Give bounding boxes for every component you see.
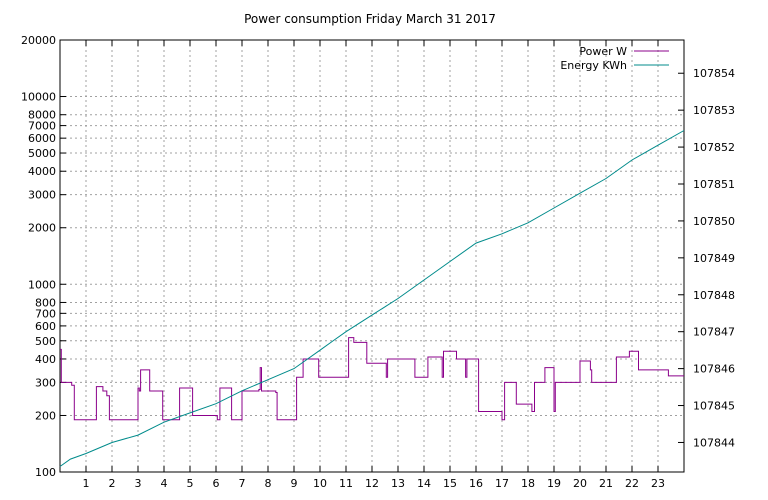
- y-right-tick-label: 107846: [693, 363, 735, 376]
- y-right-tick-label: 107845: [693, 400, 735, 413]
- x-tick-label: 17: [495, 477, 509, 490]
- y-right-tick-label: 107851: [693, 178, 735, 191]
- y-left-tick-label: 800: [35, 296, 56, 309]
- y-left-tick-label: 7000: [28, 120, 56, 133]
- y-right-tick-label: 107850: [693, 215, 735, 228]
- legend-label-energy-kwh: Energy KWh: [560, 59, 627, 72]
- x-tick-label: 6: [213, 477, 220, 490]
- x-tick-label: 12: [365, 477, 379, 490]
- legend-label-power-w: Power W: [579, 45, 627, 58]
- x-tick-label: 10: [313, 477, 327, 490]
- x-tick-label: 13: [391, 477, 405, 490]
- y-left-tick-label: 600: [35, 320, 56, 333]
- x-tick-label: 8: [265, 477, 272, 490]
- y-right-tick-label: 107854: [693, 67, 735, 80]
- y-left-tick-label: 300: [35, 376, 56, 389]
- x-tick-label: 5: [187, 477, 194, 490]
- x-tick-label: 15: [443, 477, 457, 490]
- x-tick-label: 18: [521, 477, 535, 490]
- y-left-tick-label: 700: [35, 307, 56, 320]
- x-tick-label: 23: [651, 477, 665, 490]
- x-tick-label: 21: [599, 477, 613, 490]
- y-left-tick-label: 200: [35, 409, 56, 422]
- series: [59, 130, 685, 467]
- y-left-tick-label: 1000: [28, 278, 56, 291]
- y-left-tick-label: 2000: [28, 222, 56, 235]
- y-left-tick-label: 3000: [28, 189, 56, 202]
- y-left-tick-label: 20000: [21, 34, 56, 47]
- grid: [60, 40, 684, 472]
- x-tick-label: 7: [239, 477, 246, 490]
- y-left-tick-label: 4000: [28, 165, 56, 178]
- x-tick-label: 1: [83, 477, 90, 490]
- x-tick-label: 3: [135, 477, 142, 490]
- x-tick-label: 4: [161, 477, 168, 490]
- x-tick-label: 11: [339, 477, 353, 490]
- x-tick-label: 14: [417, 477, 431, 490]
- x-tick-label: 2: [109, 477, 116, 490]
- x-tick-label: 20: [573, 477, 587, 490]
- y-left-tick-label: 500: [35, 335, 56, 348]
- y-left-tick-label: 6000: [28, 132, 56, 145]
- y-right-tick-label: 107847: [693, 326, 735, 339]
- y-right-tick-label: 107848: [693, 289, 735, 302]
- y-right-tick-label: 107853: [693, 104, 735, 117]
- y-left-tick-label: 10000: [21, 91, 56, 104]
- energy-kwh-line: [59, 130, 685, 467]
- y-right-tick-label: 107849: [693, 252, 735, 265]
- x-tick-label: 19: [547, 477, 561, 490]
- x-tick-label: 16: [469, 477, 483, 490]
- power-w-line: [60, 337, 684, 421]
- y-left-tick-label: 8000: [28, 109, 56, 122]
- y-left-tick-label: 5000: [28, 147, 56, 160]
- y-left-tick-label: 100: [35, 466, 56, 479]
- y-right-tick-label: 107852: [693, 141, 735, 154]
- y-left-tick-label: 400: [35, 353, 56, 366]
- x-tick-label: 9: [291, 477, 298, 490]
- y-right-tick-label: 107844: [693, 436, 735, 449]
- chart-title: Power consumption Friday March 31 2017: [244, 12, 496, 26]
- x-tick-label: 22: [625, 477, 639, 490]
